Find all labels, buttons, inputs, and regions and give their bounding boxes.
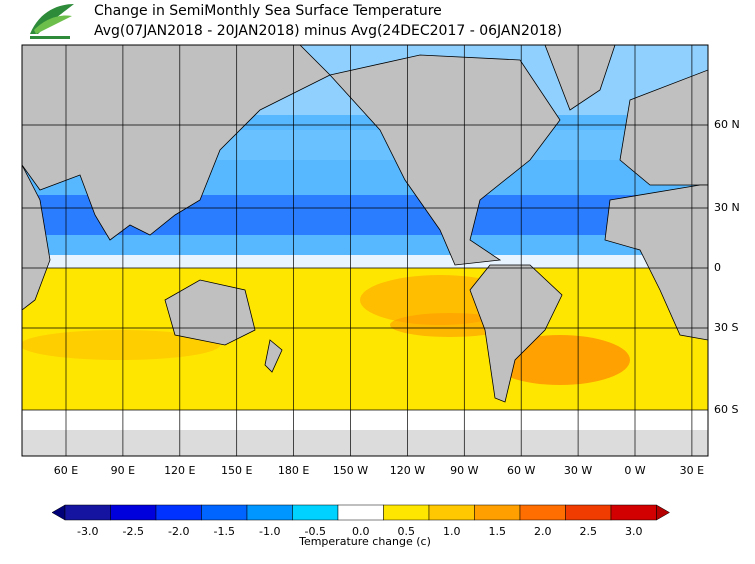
lon-label: 90 W (450, 464, 478, 477)
lon-label: 150 E (221, 464, 252, 477)
lon-label: 0 W (624, 464, 645, 477)
colorbar-tick-label: -2.0 (168, 525, 189, 538)
lon-label: 180 E (278, 464, 309, 477)
lon-label: 120 W (390, 464, 425, 477)
colorbar-label: Temperature change (c) (298, 535, 431, 548)
colorbar-box (383, 504, 430, 521)
lon-label: 150 W (333, 464, 368, 477)
lon-label: 90 E (111, 464, 135, 477)
colorbar-box (110, 504, 157, 521)
colorbar-over (656, 504, 671, 521)
colorbar-tick-label: 0.0 (352, 525, 370, 538)
colorbar-box (155, 504, 202, 521)
lon-label: 120 E (164, 464, 195, 477)
colorbar-box (201, 504, 248, 521)
lat-label: 60 N (714, 118, 740, 131)
map-frame (21, 44, 709, 457)
colorbar-box (565, 504, 612, 521)
colorbar-under (51, 504, 66, 521)
colorbar-tick-label: 0.5 (398, 525, 416, 538)
title: Change in SemiMonthly Sea Surface Temper… (94, 3, 442, 19)
map (22, 45, 708, 456)
subtitle: Avg(07JAN2018 - 20JAN2018) minus Avg(24D… (94, 23, 562, 39)
colorbar-box (519, 504, 566, 521)
colorbar-box (474, 504, 521, 521)
colorbar-tick-label: 1.5 (489, 525, 507, 538)
lon-label: 30 E (680, 464, 704, 477)
colorbar-box (610, 504, 657, 521)
colorbar-box (292, 504, 339, 521)
colorbar-box (337, 504, 384, 521)
lat-label: 30 S (714, 321, 738, 334)
lon-label: 30 W (564, 464, 592, 477)
colorbar-tick-label: 3.0 (625, 525, 643, 538)
colorbar-tick-label: -2.5 (123, 525, 144, 538)
colorbar-tick-label: -3.0 (77, 525, 98, 538)
colorbar-tick-label: 2.5 (580, 525, 598, 538)
logo (30, 4, 74, 39)
colorbar-tick-label: -0.5 (305, 525, 326, 538)
lat-label: 30 N (714, 201, 740, 214)
lon-label: 60 W (507, 464, 535, 477)
lat-label: 0 (714, 261, 721, 274)
colorbar-tick-label: 2.0 (534, 525, 552, 538)
colorbar-box (246, 504, 293, 521)
colorbar-tick-label: -1.5 (214, 525, 235, 538)
colorbar-box (428, 504, 475, 521)
colorbar-tick-label: -1.0 (259, 525, 280, 538)
colorbar-tick-label: 1.0 (443, 525, 461, 538)
lon-label: 60 E (54, 464, 78, 477)
colorbar-box (64, 504, 111, 521)
lat-label: 60 S (714, 403, 738, 416)
